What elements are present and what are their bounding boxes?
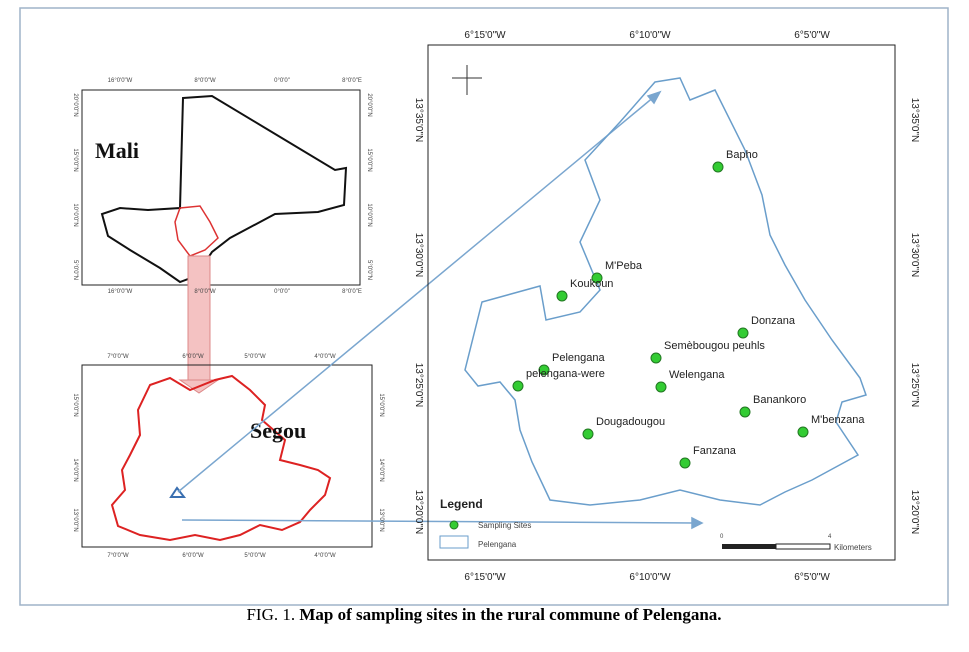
caption-text: Map of sampling sites in the rural commu… [299, 605, 721, 624]
sampling-site [556, 290, 568, 302]
segou-tick: 6°0'0"W [182, 553, 204, 559]
sampling-site [679, 457, 691, 469]
mali-tick: 16°0'0"W [108, 289, 133, 295]
lat-tick-label: 13°35'0"N [413, 98, 424, 143]
sampling-site [797, 426, 809, 438]
segou-tick: 15°0'0"N [378, 393, 384, 416]
main-frame [427, 44, 896, 561]
segou-tick: 13°0'0"N [378, 508, 384, 531]
mali-frame [81, 89, 361, 286]
site-label: pelengana-were [526, 368, 605, 380]
lat-tick-label: 13°20'0"N [909, 490, 920, 535]
segou-tick: 7°0'0"W [107, 354, 129, 360]
sampling-site [591, 272, 603, 284]
scale-unit: Kilometers [834, 543, 872, 552]
caption: FIG. 1. Map of sampling sites in the rur… [246, 605, 721, 624]
legend-item: Sampling Sites [478, 521, 531, 530]
sampling-site [582, 428, 594, 440]
segou-outline [110, 374, 332, 542]
segou-tick: 5°0'0"W [244, 354, 266, 360]
segou-tick: 5°0'0"W [244, 553, 266, 559]
sampling-site [512, 380, 524, 392]
legend-dot [449, 520, 459, 530]
mali-tick: 5°0'0"N [366, 260, 372, 280]
segou-tick: 14°0'0"N [378, 458, 384, 481]
mali-tick: 20°0'0"N [72, 93, 78, 116]
mali-outline [100, 94, 348, 284]
lat-tick-label: 13°20'0"N [413, 490, 424, 535]
site-label: Bapho [726, 149, 758, 161]
caption-prefix: FIG. 1. [246, 605, 295, 624]
mali-tick: 10°0'0"N [366, 203, 372, 226]
lat-tick-label: 13°30'0"N [909, 233, 920, 278]
site-label: Koukoun [570, 278, 613, 290]
site-label: Welengana [669, 369, 725, 381]
legend-swatch [439, 535, 469, 549]
pelengana-marker [169, 486, 187, 498]
sampling-site [538, 364, 550, 376]
lon-tick-label: 6°5'0"W [794, 572, 830, 583]
mali-tick: 15°0'0"N [366, 148, 372, 171]
mali-tick: 8°0'0"W [194, 78, 216, 84]
mali-tick: 15°0'0"N [72, 148, 78, 171]
lon-tick-label: 6°5'0"W [794, 30, 830, 41]
frame [19, 7, 949, 606]
scale-bar [722, 544, 776, 549]
site-label: Dougadougou [596, 416, 665, 428]
mali-tick: 0°0'0" [274, 78, 290, 84]
segou-label: Segou [250, 418, 306, 443]
mali-tick: 8°0'0"E [342, 78, 362, 84]
sampling-site [739, 406, 751, 418]
segou-region [174, 205, 219, 257]
lat-tick-label: 13°35'0"N [909, 98, 920, 143]
site-label: Banankoro [753, 394, 806, 406]
segou-tick: 15°0'0"N [72, 393, 78, 416]
site-label: Donzana [751, 315, 796, 327]
zoom-arrows [177, 90, 704, 530]
sampling-site [737, 327, 749, 339]
sampling-site [650, 352, 662, 364]
segou-tick: 4°0'0"W [314, 354, 336, 360]
sampling-site [655, 381, 667, 393]
north-arrow [452, 65, 482, 95]
scale-label: 0 [720, 534, 724, 540]
legend-title: Legend [440, 497, 483, 511]
lat-tick-label: 13°25'0"N [909, 363, 920, 408]
mali-tick: 0°0'0" [274, 289, 290, 295]
lon-tick-label: 6°10'0"W [629, 572, 671, 583]
legend-item: Pelengana [478, 540, 517, 549]
site-label: M'benzana [811, 414, 865, 426]
segou-tick: 13°0'0"N [72, 508, 78, 531]
site-label: Semèbougou peuhls [664, 340, 765, 352]
scale-label: 4 [828, 534, 832, 540]
site-label: M'Peba [605, 260, 643, 272]
scale-bar [775, 543, 831, 550]
segou-tick: 7°0'0"W [107, 553, 129, 559]
lat-tick-label: 13°25'0"N [413, 363, 424, 408]
lon-tick-label: 6°15'0"W [464, 572, 506, 583]
lat-tick-label: 13°30'0"N [413, 233, 424, 278]
mali-tick: 5°0'0"N [72, 260, 78, 280]
segou-tick: 4°0'0"W [314, 553, 336, 559]
segou-frame [81, 364, 373, 548]
mali-tick: 8°0'0"W [194, 289, 216, 295]
site-label: Fanzana [693, 445, 737, 457]
site-label: Pelengana [552, 352, 605, 364]
segou-tick: 6°0'0"W [182, 354, 204, 360]
sampling-site [712, 161, 724, 173]
segou-tick: 14°0'0"N [72, 458, 78, 481]
pelengana-boundary [464, 77, 867, 506]
lon-tick-label: 6°15'0"W [464, 30, 506, 41]
mali-tick: 16°0'0"W [108, 78, 133, 84]
link-arrow [187, 255, 211, 381]
mali-tick: 10°0'0"N [72, 203, 78, 226]
mali-label: Mali [95, 138, 139, 163]
mali-tick: 8°0'0"E [342, 289, 362, 295]
mali-tick: 20°0'0"N [366, 93, 372, 116]
lon-tick-label: 6°10'0"W [629, 30, 671, 41]
